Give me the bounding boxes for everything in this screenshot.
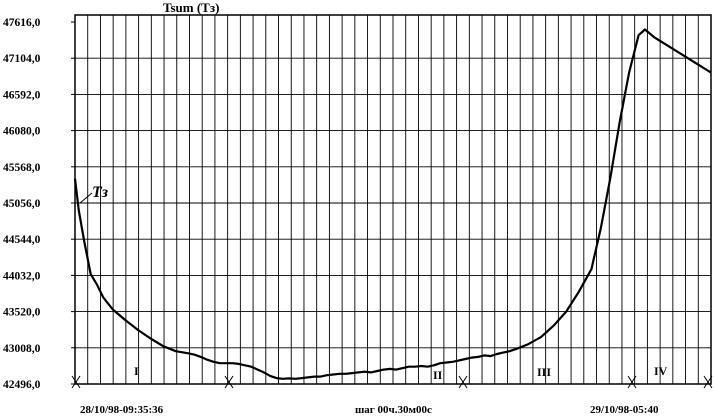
- region-label-i: I: [134, 364, 139, 378]
- y-tick-label: 44544,0: [3, 234, 41, 246]
- x-start-label: 28/10/98-09:35:36: [80, 404, 164, 416]
- region-label-iii: III: [537, 365, 551, 379]
- plot-frame: [74, 14, 712, 385]
- x-end-label: 29/10/98-05:40: [590, 404, 659, 416]
- y-tick-label: 44032,0: [3, 270, 41, 282]
- region-boundary-marker: [627, 375, 637, 389]
- chart-title: Tsum (Tз): [163, 0, 219, 15]
- y-tick-label: 43008,0: [3, 343, 41, 355]
- y-tick-label: 43520,0: [3, 307, 41, 319]
- y-tick-label: 47616,0: [3, 17, 41, 29]
- region-label-iv: IV: [654, 364, 668, 378]
- curve-label-pointer: [79, 192, 93, 204]
- region-markers: [71, 375, 713, 389]
- region-boundary-marker: [224, 375, 234, 389]
- region-boundary-marker: [71, 375, 81, 389]
- vertical-grid: [87, 15, 699, 384]
- series-layer: [73, 28, 712, 380]
- series-line: [73, 28, 712, 380]
- region-boundary-marker: [703, 375, 713, 389]
- region-label-ii: II: [433, 368, 443, 382]
- y-tick-label: 42496,0: [3, 379, 41, 391]
- y-tick-label: 47104,0: [3, 53, 41, 65]
- curve-label: Тз: [92, 184, 108, 201]
- y-tick-label: 45056,0: [3, 198, 41, 210]
- y-axis-ticks: 47616,0 47104,0 46592,0 46080,0 45568,0 45056…: [3, 17, 75, 391]
- y-tick-label: 46592,0: [3, 89, 41, 101]
- region-boundary-marker: [458, 375, 468, 389]
- y-tick-label: 45568,0: [3, 162, 41, 174]
- x-step-label: шаг 00ч.30м00с: [355, 404, 432, 416]
- y-tick-label: 46080,0: [3, 126, 41, 138]
